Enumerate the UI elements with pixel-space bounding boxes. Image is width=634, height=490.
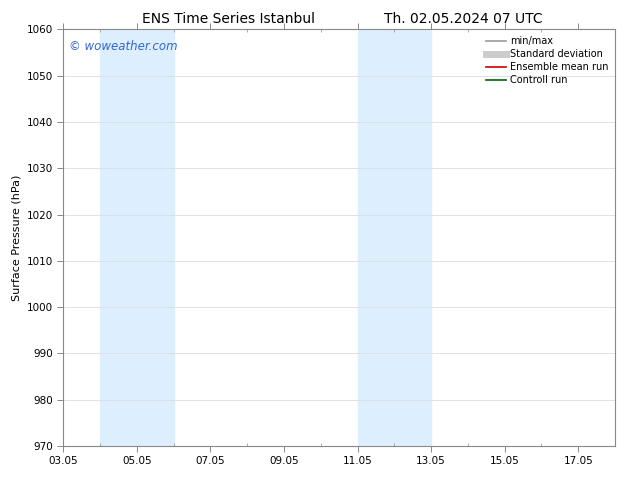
- Text: Th. 02.05.2024 07 UTC: Th. 02.05.2024 07 UTC: [384, 12, 542, 26]
- Text: © woweather.com: © woweather.com: [69, 40, 178, 53]
- Bar: [100, 29, 174, 446]
- Y-axis label: Surface Pressure (hPa): Surface Pressure (hPa): [11, 174, 21, 301]
- Legend: min/max, Standard deviation, Ensemble mean run, Controll run: min/max, Standard deviation, Ensemble me…: [484, 34, 610, 87]
- Bar: [358, 29, 431, 446]
- Text: ENS Time Series Istanbul: ENS Time Series Istanbul: [142, 12, 314, 26]
